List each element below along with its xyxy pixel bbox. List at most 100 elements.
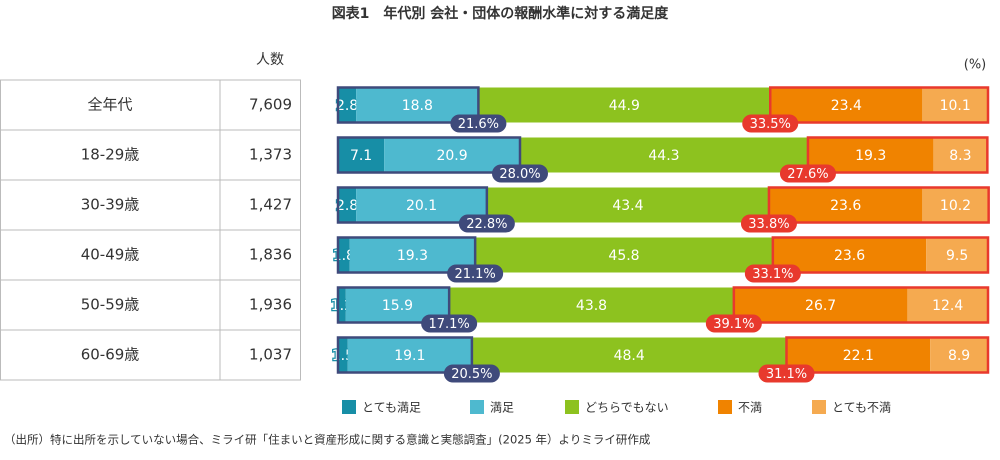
satisfied-outline bbox=[336, 186, 489, 224]
total-label: 21.1% bbox=[454, 267, 495, 282]
data-label: 43.8 bbox=[576, 298, 607, 314]
bar-segment bbox=[338, 87, 357, 123]
data-label: 7.1 bbox=[350, 148, 372, 164]
count-value: 7,609 bbox=[249, 96, 292, 114]
bar-segment bbox=[926, 237, 988, 273]
legend-swatch bbox=[470, 400, 484, 414]
count-value: 1,037 bbox=[249, 346, 292, 364]
data-label: 20.9 bbox=[436, 148, 467, 164]
dissatisfied-outline bbox=[806, 136, 989, 174]
dissatisfied-outline bbox=[732, 286, 990, 324]
bar-segment bbox=[475, 237, 773, 273]
footnote: （出所）特に出所を示していない場合、ミライ研「住まいと資産形成に関する意識と実態… bbox=[4, 433, 651, 447]
total-badge bbox=[443, 364, 500, 383]
total-badge bbox=[744, 264, 801, 283]
satisfied-outline bbox=[336, 336, 474, 374]
data-label: 48.4 bbox=[614, 348, 645, 364]
bar-segment bbox=[922, 87, 988, 123]
data-label: 22.1 bbox=[843, 348, 874, 364]
count-value: 1,427 bbox=[249, 196, 292, 214]
data-label: 45.8 bbox=[608, 248, 639, 264]
total-badge bbox=[758, 364, 815, 383]
dissatisfied-outline bbox=[767, 186, 990, 224]
legend-label: とても満足 bbox=[362, 401, 421, 415]
data-label: 19.3 bbox=[855, 148, 886, 164]
dissatisfied-outline bbox=[785, 336, 990, 374]
legend-label: 満足 bbox=[490, 401, 514, 415]
bar-segment bbox=[770, 87, 923, 123]
data-label: 26.7 bbox=[805, 298, 836, 314]
count-value: 1,836 bbox=[249, 246, 292, 264]
category-label: 50-59歳 bbox=[81, 296, 140, 314]
data-label: 10.1 bbox=[940, 98, 971, 114]
bar-segment bbox=[471, 337, 787, 373]
category-label: 60-69歳 bbox=[81, 346, 140, 364]
data-label: 20.1 bbox=[406, 198, 437, 214]
dissatisfied-outline bbox=[771, 236, 990, 274]
bar-segment bbox=[933, 137, 988, 173]
legend-label: とても不満 bbox=[832, 401, 891, 415]
category-label: 18-29歳 bbox=[81, 146, 140, 164]
total-badge bbox=[447, 264, 504, 283]
legend-label: 不満 bbox=[738, 401, 762, 415]
total-badge bbox=[492, 164, 548, 183]
total-badge bbox=[458, 214, 515, 233]
chart-title: 図表1 年代別 会社・団体の報酬水準に対する満足度 bbox=[332, 5, 670, 22]
legend-swatch bbox=[718, 400, 732, 414]
total-badge bbox=[421, 314, 478, 333]
data-label: 43.4 bbox=[612, 198, 643, 214]
count-value: 1,936 bbox=[249, 296, 292, 314]
bar-segment bbox=[907, 287, 988, 323]
bar-segment bbox=[478, 87, 771, 123]
count-value: 1,373 bbox=[249, 146, 292, 164]
legend-swatch bbox=[342, 400, 356, 414]
data-label: 18.8 bbox=[402, 98, 433, 114]
total-label: 33.1% bbox=[752, 267, 793, 282]
total-label: 27.6% bbox=[787, 167, 828, 182]
data-label: 19.3 bbox=[397, 248, 428, 264]
data-label: 19.1 bbox=[394, 348, 425, 364]
total-badge bbox=[740, 214, 797, 233]
data-label: 23.4 bbox=[831, 98, 862, 114]
data-label: 8.9 bbox=[948, 348, 970, 364]
unit-label: (%) bbox=[964, 58, 987, 73]
total-label: 33.8% bbox=[748, 217, 789, 232]
data-label: 8.3 bbox=[949, 148, 971, 164]
satisfied-outline bbox=[336, 236, 477, 274]
bar-segment bbox=[338, 337, 348, 373]
data-label: 15.9 bbox=[382, 298, 413, 314]
data-label: 23.6 bbox=[830, 198, 861, 214]
data-label: 23.6 bbox=[834, 248, 865, 264]
total-label: 28.0% bbox=[499, 167, 540, 182]
bar-segment bbox=[733, 287, 908, 323]
total-badge bbox=[742, 114, 799, 133]
data-label: 10.2 bbox=[940, 198, 971, 214]
data-label: 44.3 bbox=[648, 148, 679, 164]
bar-segment bbox=[520, 137, 808, 173]
bar-segment bbox=[338, 187, 357, 223]
bar-segment bbox=[338, 287, 346, 323]
total-label: 17.1% bbox=[428, 317, 469, 332]
bar-segment bbox=[922, 187, 989, 223]
category-label: 全年代 bbox=[87, 96, 132, 114]
bar-segment bbox=[449, 287, 734, 323]
legend-swatch bbox=[565, 400, 579, 414]
data-label: 12.4 bbox=[932, 298, 963, 314]
bar-segment bbox=[338, 237, 350, 273]
count-header: 人数 bbox=[256, 52, 284, 68]
total-badge bbox=[705, 314, 762, 333]
legend-label: どちらでもない bbox=[585, 401, 669, 415]
total-label: 33.5% bbox=[750, 117, 791, 132]
total-label: 31.1% bbox=[766, 367, 807, 382]
total-badge bbox=[450, 114, 507, 133]
total-label: 39.1% bbox=[713, 317, 754, 332]
satisfied-outline bbox=[336, 286, 451, 324]
bar-segment bbox=[486, 187, 769, 223]
data-label: 9.5 bbox=[946, 248, 968, 264]
dissatisfied-outline bbox=[769, 86, 990, 124]
category-label: 40-49歳 bbox=[81, 246, 140, 264]
data-label: 2.8 bbox=[336, 98, 358, 114]
bar-segment bbox=[338, 137, 385, 173]
total-label: 21.6% bbox=[458, 117, 499, 132]
satisfied-outline bbox=[336, 86, 480, 124]
